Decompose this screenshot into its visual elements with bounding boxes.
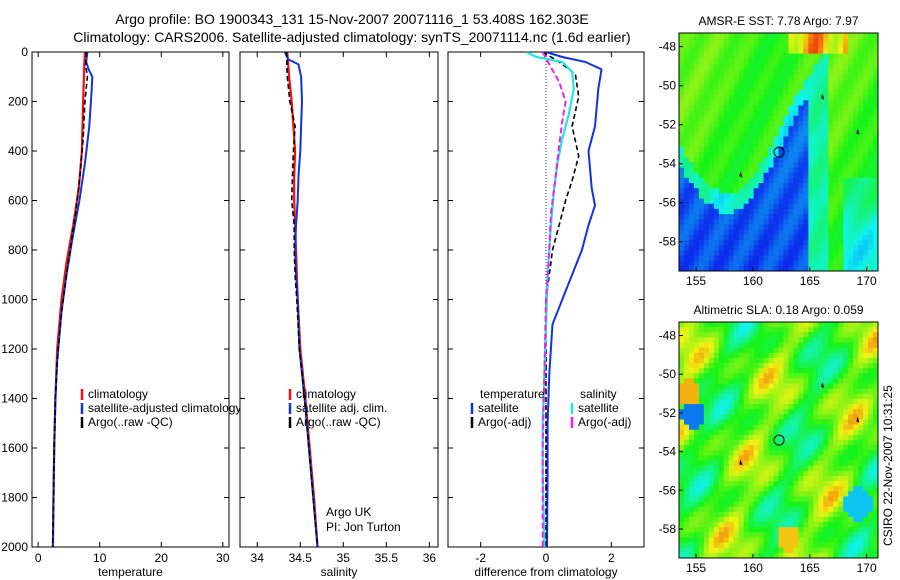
island-marker — [739, 171, 743, 178]
y-tick-label: 1600 — [1, 441, 28, 455]
y-tick-label: 1200 — [1, 342, 28, 356]
island-marker — [739, 459, 743, 466]
title-line-2: Climatology: CARS2006. Satellite-adjuste… — [73, 29, 630, 45]
y-tick-label: 200 — [8, 95, 28, 109]
map-title: AMSR-E SST: 7.78 Argo: 7.97 — [698, 14, 858, 28]
float-location-marker — [773, 434, 785, 446]
map-y-tick-label: -54 — [659, 157, 677, 171]
map-y-tick-label: -50 — [659, 79, 677, 93]
legend-label: satellite-adjusted climatology — [88, 401, 241, 415]
series-line-0 — [545, 52, 603, 547]
x-tick-label: 30 — [216, 551, 230, 565]
timestamp-stamp: CSIRO 22-Nov-2007 10:31:25 — [881, 385, 895, 546]
map-title: Altimetric SLA: 0.18 Argo: 0.059 — [693, 303, 863, 317]
float-location-marker — [773, 146, 785, 158]
map-x-tick-label: 155 — [686, 274, 706, 288]
plot-frame — [31, 51, 230, 548]
map-y-tick-label: -52 — [659, 406, 677, 420]
map-x-tick-label: 155 — [686, 561, 706, 575]
map-y-tick-label: -56 — [659, 483, 677, 497]
legend-group-title: temperature — [480, 387, 545, 401]
y-tick-label: 1400 — [1, 392, 28, 406]
map-y-tick-label: -58 — [659, 235, 677, 249]
x-tick-label: 20 — [155, 551, 169, 565]
series-line-3 — [541, 52, 567, 547]
x-tick-label: 35.5 — [375, 551, 399, 565]
series-line-1 — [542, 52, 580, 547]
map-y-tick-label: -52 — [659, 118, 677, 132]
x-axis-label: salinity — [321, 565, 358, 579]
credit-line-2: PI: Jon Turton — [326, 520, 401, 534]
y-tick-label: 800 — [8, 243, 28, 257]
legend-label: climatology — [88, 387, 148, 401]
island-marker — [821, 381, 825, 388]
legend-label: Argo(..raw -QC) — [296, 415, 381, 429]
series-line-2 — [285, 52, 319, 547]
y-tick-label: 0 — [21, 45, 28, 59]
legend-group-title: salinity — [580, 387, 617, 401]
x-axis-label: temperature — [98, 565, 163, 579]
x-tick-label: 35 — [337, 551, 351, 565]
map-y-tick-label: -58 — [659, 522, 677, 536]
map-x-tick-label: 170 — [857, 561, 877, 575]
x-axis-label: difference from climatology — [474, 565, 617, 579]
title-line-1: Argo profile: BO 1900343_131 15-Nov-2007… — [115, 11, 589, 27]
island-marker — [856, 128, 860, 135]
map-y-tick-label: -56 — [659, 196, 677, 210]
x-tick-label: 34 — [251, 551, 265, 565]
temperature-profile-panel: 0 10 20 30 0 200 400 600 800 1000 1200 1400 1600 1800… — [1, 45, 241, 579]
y-tick-label: 1800 — [1, 491, 28, 505]
legend-label: satellite — [578, 401, 619, 415]
salinity-profile-panel: 34 34.5 35 35.5 36 salinity climatologysatelli… — [239, 51, 439, 579]
x-tick-label: 2 — [608, 551, 615, 565]
y-tick-label: 2000 — [1, 540, 28, 554]
x-tick-label: 36 — [423, 551, 437, 565]
map-x-tick-label: 160 — [743, 561, 763, 575]
legend-label: climatology — [296, 387, 356, 401]
legend-label: Argo(-adj) — [478, 415, 531, 429]
plot-frame — [239, 51, 439, 548]
legend-label: satellite — [478, 401, 519, 415]
map-y-tick-label: -48 — [659, 329, 677, 343]
y-tick-label: 600 — [8, 194, 28, 208]
sla-map-panel: Altimetric SLA: 0.18 Argo: 0.059 155 160 16… — [659, 303, 879, 575]
map-y-tick-label: -54 — [659, 445, 677, 459]
map-y-tick-label: -48 — [659, 40, 677, 54]
map-frame — [678, 32, 879, 272]
sst-map-panel: AMSR-E SST: 7.78 Argo: 7.97 155 160 165 170 -… — [659, 14, 879, 288]
island-marker — [821, 93, 825, 100]
x-tick-label: 0 — [543, 551, 550, 565]
legend-label: Argo(..raw -QC) — [88, 415, 173, 429]
x-tick-label: -2 — [475, 551, 486, 565]
x-tick-label: 0 — [35, 551, 42, 565]
map-x-tick-label: 165 — [800, 274, 820, 288]
credit-line-1: Argo UK — [326, 505, 371, 519]
map-x-tick-label: 170 — [857, 274, 877, 288]
y-tick-label: 400 — [8, 144, 28, 158]
map-field — [679, 322, 879, 559]
map-y-tick-label: -50 — [659, 367, 677, 381]
legend-label: satellite adj. clim. — [296, 401, 387, 415]
map-x-tick-label: 160 — [743, 274, 763, 288]
x-tick-label: 34.5 — [289, 551, 313, 565]
y-tick-label: 1000 — [1, 293, 28, 307]
series-line-2 — [52, 52, 89, 547]
map-field — [679, 33, 879, 272]
map-x-tick-label: 165 — [800, 561, 820, 575]
series-line-1 — [51, 52, 94, 547]
map-frame — [678, 321, 879, 559]
island-marker — [856, 416, 860, 423]
x-tick-label: 10 — [93, 551, 107, 565]
legend-label: Argo(-adj) — [578, 415, 631, 429]
